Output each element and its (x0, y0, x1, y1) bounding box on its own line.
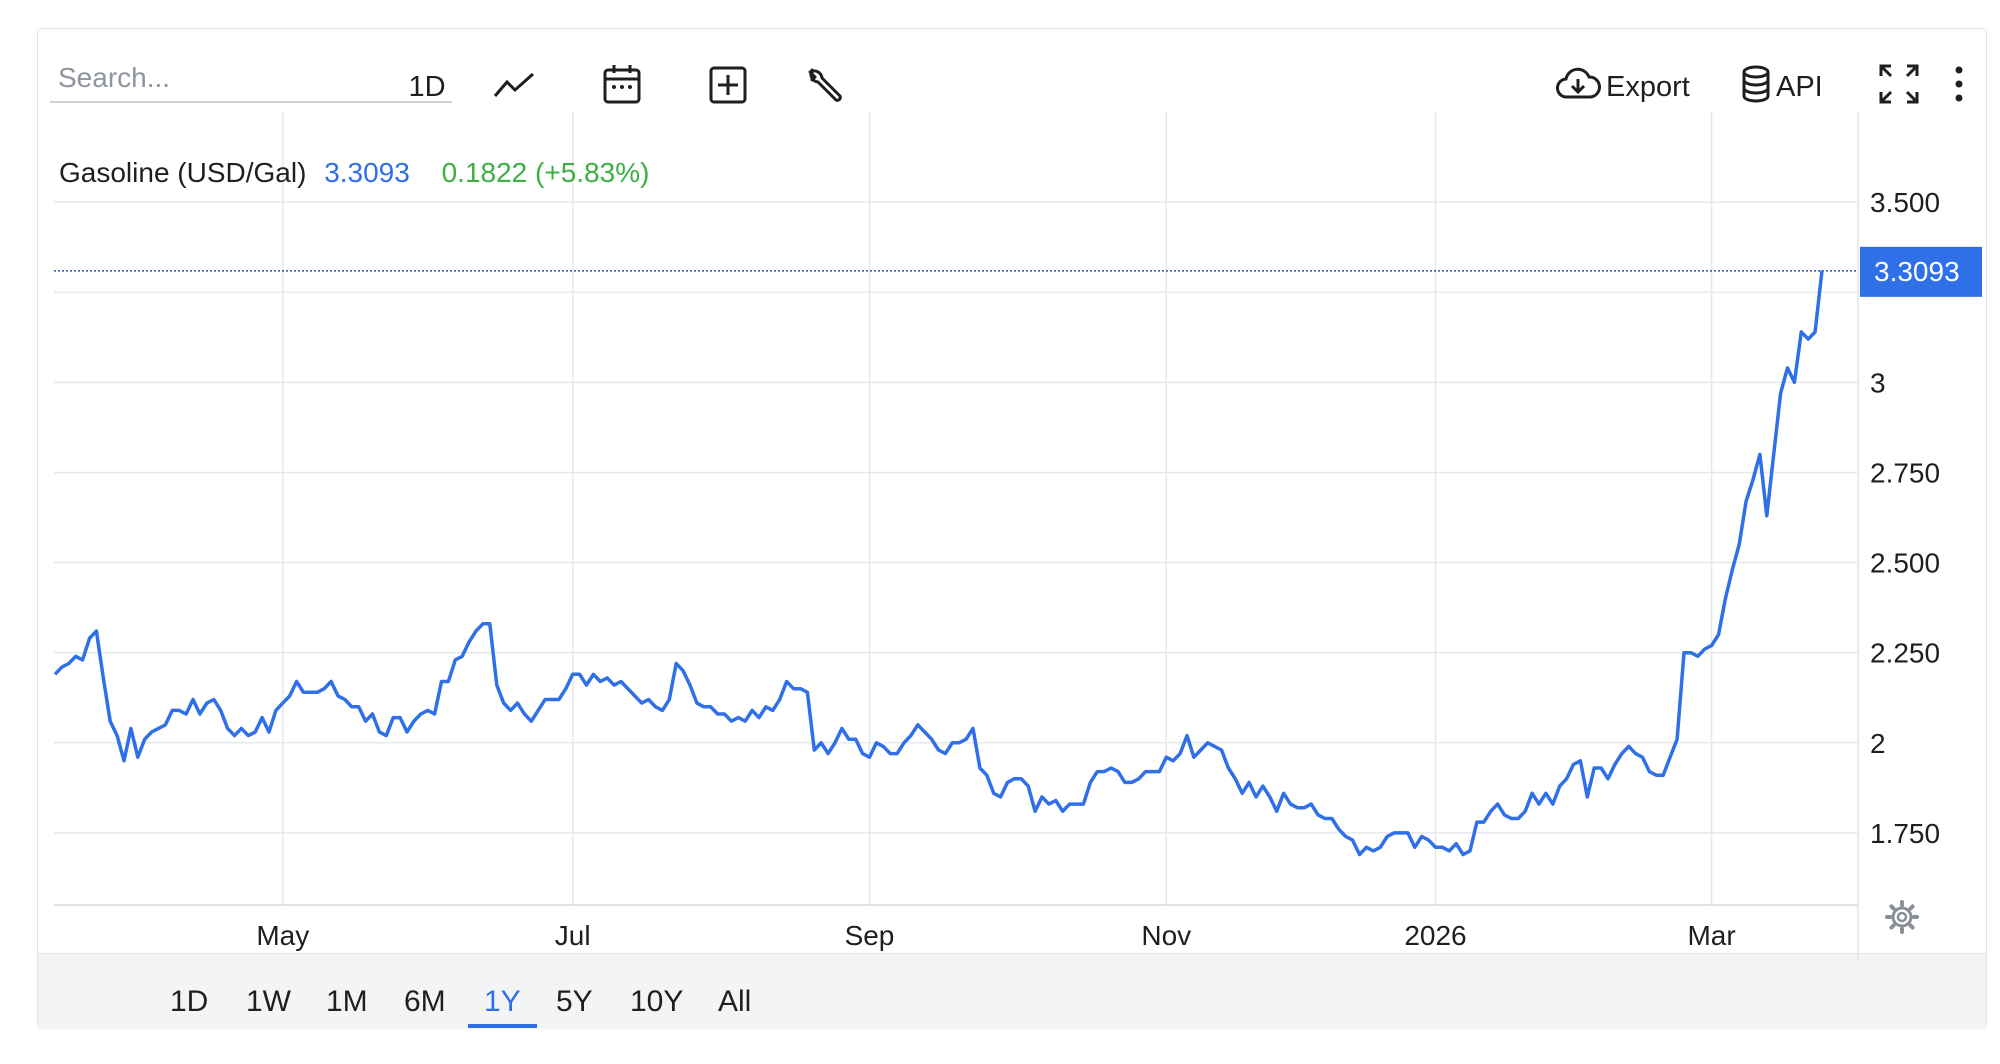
series-line-gasoline (53, 270, 1824, 857)
line-chart-icon[interactable] (486, 63, 542, 107)
grid (54, 112, 1859, 960)
toolbar: 1D Export API (38, 29, 1986, 113)
y-tick-label: 3.500 (1870, 187, 1940, 218)
x-tick-label: Mar (1687, 920, 1735, 951)
x-tick-label: Sep (845, 920, 895, 951)
period-button-5y[interactable]: 5Y (556, 985, 593, 1018)
export-button[interactable]: Export (1606, 70, 1690, 103)
x-axis: May Jul Sep Nov 2026 Mar (256, 920, 1735, 951)
period-button-1y[interactable]: 1Y (468, 980, 537, 1028)
period-button-1w[interactable]: 1W (246, 985, 291, 1018)
search-input[interactable] (50, 55, 452, 97)
more-vertical-icon[interactable] (1944, 59, 1974, 109)
y-tick-label: 1.750 (1870, 818, 1940, 849)
fullscreen-icon[interactable] (1872, 59, 1926, 109)
chart-settings-icon[interactable] (1885, 900, 1919, 934)
period-button-6m[interactable]: 6M (404, 985, 446, 1018)
y-tick-label: 2.250 (1870, 638, 1940, 669)
period-button-1m[interactable]: 1M (326, 985, 368, 1018)
api-button[interactable]: API (1776, 70, 1823, 103)
period-button-1d[interactable]: 1D (170, 985, 209, 1018)
y-tick-label: 2.750 (1870, 457, 1940, 488)
plus-box-icon[interactable] (700, 61, 756, 109)
y-tick-label: 2.500 (1870, 548, 1940, 579)
chart-widget: 1D Export API (37, 28, 1987, 1029)
interval-button[interactable]: 1D (408, 70, 446, 103)
cloud-download-icon[interactable] (1550, 59, 1606, 109)
price-tag (1860, 246, 1982, 297)
x-tick-label: 2026 (1404, 920, 1466, 951)
legend: Gasoline (USD/Gal) 3.3093 0.1822 (+5.83%… (59, 157, 649, 188)
wrench-icon[interactable] (798, 61, 850, 111)
x-tick-label: Jul (555, 920, 591, 951)
calendar-icon[interactable] (594, 59, 650, 109)
y-tick-label: 2 (1870, 728, 1886, 759)
legend-last-value: 3.3093 (324, 157, 410, 188)
database-icon[interactable] (1736, 59, 1776, 109)
legend-change: 0.1822 (+5.83%) (442, 157, 650, 188)
period-button-all[interactable]: All (718, 985, 752, 1018)
search-box (50, 55, 452, 103)
y-tick-label: 3 (1870, 367, 1886, 398)
x-tick-label: May (256, 920, 309, 951)
period-button-10y[interactable]: 10Y (630, 985, 684, 1018)
period-bar (38, 953, 1986, 1029)
legend-instrument: Gasoline (USD/Gal) (59, 157, 306, 188)
x-tick-label: Nov (1141, 920, 1191, 951)
price-tag-value: 3.3093 (1874, 256, 1960, 287)
y-axis: 1.750 2 2.250 2.500 2.750 3 3.500 (1870, 187, 1940, 849)
